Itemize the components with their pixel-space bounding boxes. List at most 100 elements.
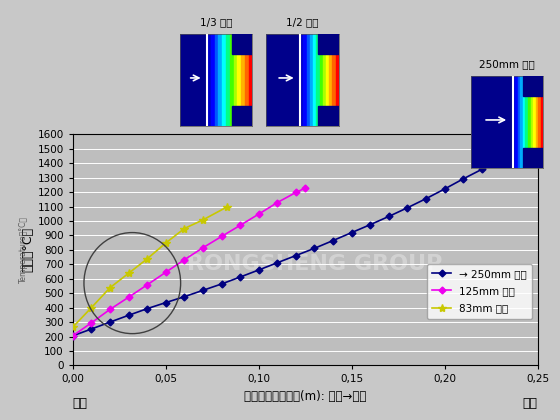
Legend: → 250mm 厚度, 125mm 厚度, 83mm 厚度: → 250mm 厚度, 125mm 厚度, 83mm 厚度: [427, 264, 533, 319]
Bar: [518, 76, 520, 168]
Bar: [329, 34, 333, 126]
Bar: [310, 34, 313, 126]
83mm 厚度: [125, 271, 132, 276]
Bar: [211, 34, 214, 126]
Bar: [320, 34, 323, 126]
→ 250mm 厚度: [144, 306, 151, 311]
83mm 厚度: [144, 256, 151, 261]
125mm 厚度: [69, 333, 76, 339]
Text: 250mm 厚度: 250mm 厚度: [479, 59, 535, 69]
Bar: [234, 34, 237, 126]
→ 250mm 厚度: [255, 268, 262, 273]
→ 250mm 厚度: [88, 326, 95, 331]
→ 250mm 厚度: [423, 196, 430, 201]
Bar: [313, 34, 316, 126]
Bar: [538, 76, 541, 168]
125mm 厚度: [237, 223, 244, 228]
83mm 厚度: [224, 205, 231, 210]
Bar: [226, 34, 230, 126]
Text: 1/3 厚度: 1/3 厚度: [200, 17, 232, 27]
Bar: [513, 76, 515, 168]
125mm 厚度: [274, 200, 281, 205]
→ 250mm 厚度: [125, 313, 132, 318]
Bar: [245, 34, 249, 126]
Bar: [323, 34, 326, 126]
Bar: [333, 34, 335, 126]
83mm 厚度: [181, 226, 188, 231]
→ 250mm 厚度: [367, 222, 374, 227]
Text: Temperature（°C）: Temperature（°C）: [20, 216, 29, 284]
→ 250mm 厚度: [237, 275, 244, 280]
Line: 83mm 厚度: 83mm 厚度: [69, 203, 231, 331]
Bar: [266, 34, 300, 126]
→ 250mm 厚度: [69, 333, 76, 339]
Bar: [470, 76, 513, 168]
→ 250mm 厚度: [385, 214, 392, 219]
Text: 冷面: 冷面: [73, 397, 88, 410]
→ 250mm 厚度: [534, 148, 541, 153]
→ 250mm 厚度: [311, 246, 318, 251]
83mm 厚度: [162, 240, 169, 245]
125mm 厚度: [302, 186, 309, 191]
Bar: [520, 76, 523, 168]
→ 250mm 厚度: [274, 260, 281, 265]
Bar: [525, 76, 528, 168]
→ 250mm 厚度: [162, 300, 169, 305]
125mm 厚度: [88, 320, 95, 326]
Line: 125mm 厚度: 125mm 厚度: [71, 186, 307, 338]
Bar: [230, 34, 234, 126]
Bar: [300, 34, 304, 126]
Bar: [304, 34, 307, 126]
125mm 厚度: [125, 295, 132, 300]
125mm 厚度: [218, 234, 225, 239]
Bar: [523, 76, 543, 96]
Text: 热面: 热面: [522, 397, 538, 410]
Bar: [533, 76, 536, 168]
83mm 厚度: [88, 305, 95, 310]
→ 250mm 厚度: [348, 230, 355, 235]
Text: RONGSHENG GROUP: RONGSHENG GROUP: [187, 254, 442, 274]
Bar: [222, 34, 226, 126]
83mm 厚度: [69, 325, 76, 330]
→ 250mm 厚度: [330, 238, 337, 243]
Bar: [523, 76, 525, 168]
125mm 厚度: [292, 190, 299, 195]
→ 250mm 厚度: [404, 205, 411, 210]
125mm 厚度: [106, 307, 113, 312]
Bar: [530, 76, 533, 168]
X-axis label: 液面线处砖的厚度(m): 冷面→热面: 液面线处砖的厚度(m): 冷面→热面: [244, 390, 366, 403]
→ 250mm 厚度: [497, 159, 504, 164]
125mm 厚度: [199, 245, 206, 250]
Bar: [536, 76, 538, 168]
→ 250mm 厚度: [478, 167, 485, 172]
Text: 1/2 厚度: 1/2 厚度: [286, 17, 319, 27]
Bar: [528, 76, 530, 168]
→ 250mm 厚度: [181, 294, 188, 299]
Bar: [515, 76, 518, 168]
Bar: [307, 34, 310, 126]
Bar: [326, 34, 329, 126]
Bar: [316, 34, 320, 126]
Bar: [523, 148, 543, 168]
Bar: [241, 34, 245, 126]
→ 250mm 厚度: [199, 288, 206, 293]
→ 250mm 厚度: [292, 253, 299, 258]
83mm 厚度: [106, 285, 113, 290]
→ 250mm 厚度: [441, 186, 448, 192]
Line: → 250mm 厚度: → 250mm 厚度: [71, 148, 540, 338]
125mm 厚度: [181, 257, 188, 262]
125mm 厚度: [144, 282, 151, 287]
Y-axis label: 温度（°C）: 温度（°C）: [22, 227, 35, 273]
Bar: [214, 34, 218, 126]
Bar: [335, 34, 339, 126]
Bar: [319, 106, 339, 126]
Bar: [249, 34, 253, 126]
Bar: [232, 106, 253, 126]
125mm 厚度: [162, 270, 169, 275]
→ 250mm 厚度: [218, 281, 225, 286]
Bar: [541, 76, 543, 168]
Bar: [180, 34, 207, 126]
Bar: [207, 34, 211, 126]
Bar: [319, 34, 339, 54]
83mm 厚度: [199, 217, 206, 222]
